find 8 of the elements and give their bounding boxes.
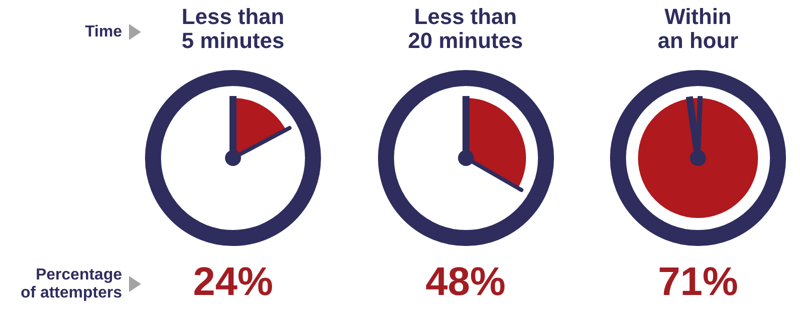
category-label: Less than 20 minutes bbox=[408, 4, 523, 54]
data-label: 48% bbox=[425, 260, 506, 304]
text: Percentage of attempters bbox=[20, 266, 122, 302]
data-label: 71% bbox=[658, 260, 738, 304]
text: Time bbox=[84, 23, 122, 40]
category-label: Within an hour bbox=[658, 4, 739, 54]
category-label: Less than 5 minutes bbox=[182, 4, 284, 54]
data-label: 24% bbox=[192, 260, 274, 304]
